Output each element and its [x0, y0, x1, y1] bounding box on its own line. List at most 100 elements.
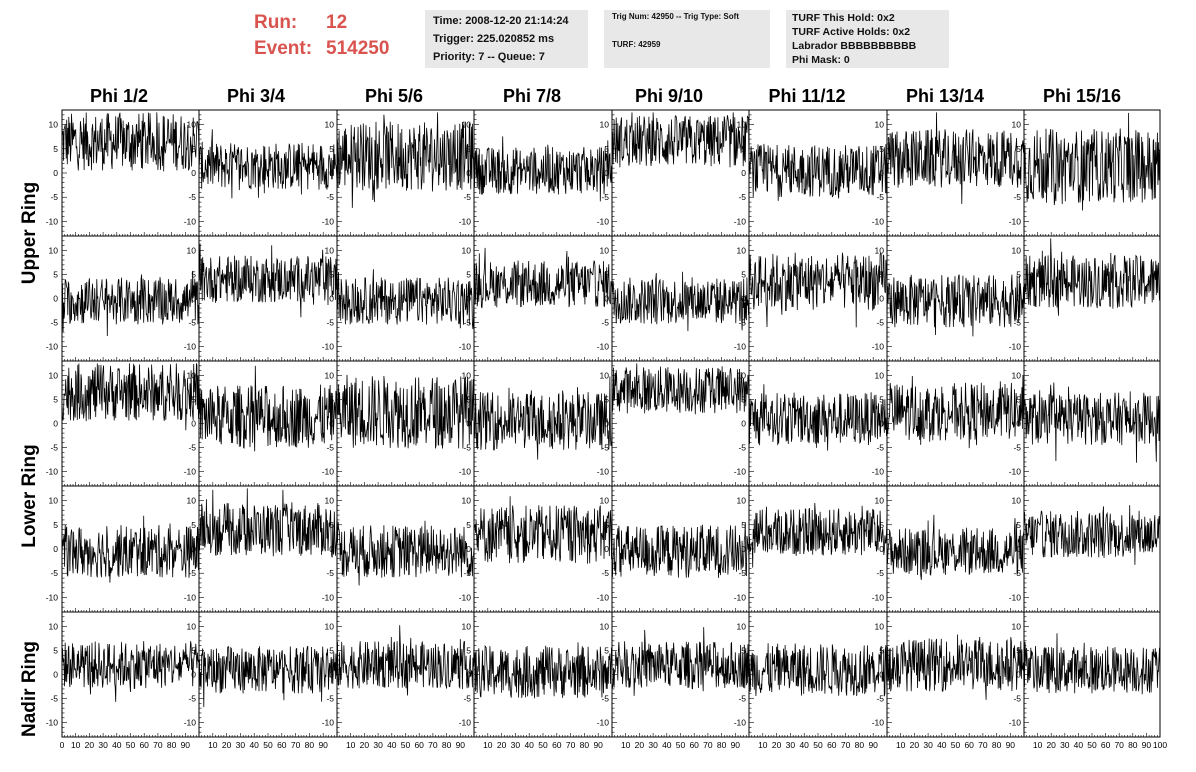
- x-tick-label: 30: [923, 740, 933, 750]
- y-tick-label: -10: [1009, 592, 1022, 602]
- panel-r4-c7: -10 -5 0 5 10: [872, 485, 1025, 613]
- panel-r3-c7: -10 -5 0 5 10: [872, 360, 1025, 487]
- y-tick-label: 10: [1012, 120, 1022, 130]
- x-tick-label: 90: [731, 740, 741, 750]
- y-tick-label: -10: [1009, 467, 1022, 477]
- y-tick-label: -10: [597, 467, 610, 477]
- y-tick-label: -10: [1009, 216, 1022, 226]
- y-tick-label: 5: [879, 269, 884, 279]
- y-tick-label: -5: [738, 192, 746, 202]
- y-tick-label: 0: [879, 670, 884, 680]
- x-tick-label: 30: [786, 740, 796, 750]
- x-tick-label: 40: [524, 740, 534, 750]
- waveform-trace: [473, 642, 613, 699]
- turf-panel: TURF This Hold: 0x2 TURF Active Holds: 0…: [786, 10, 949, 68]
- y-tick-label: 10: [737, 370, 747, 380]
- y-tick-label: -10: [459, 216, 472, 226]
- x-tick-label: 60: [827, 740, 837, 750]
- panel-r4-c2: -10 -5 0 5 10: [184, 485, 338, 613]
- panel-frame: [198, 235, 338, 362]
- x-tick-label: 60: [414, 740, 424, 750]
- y-tick-label: 5: [604, 394, 609, 404]
- y-tick-label: -5: [50, 318, 58, 328]
- y-tick-label: 5: [466, 645, 471, 655]
- y-tick-label: 0: [191, 294, 196, 304]
- x-tick-label: 40: [799, 740, 809, 750]
- y-tick-label: 5: [879, 394, 884, 404]
- x-tick-label: 100: [1153, 740, 1167, 750]
- y-tick-label: -5: [50, 192, 58, 202]
- x-tick-label: 40: [937, 740, 947, 750]
- trig-text: Trig Num: 42950 -- Trig Type: Soft: [612, 12, 739, 21]
- col-header-phi-7-8: Phi 7/8: [502, 86, 562, 106]
- x-tick-label: 80: [855, 740, 865, 750]
- y-tick-label: -10: [184, 467, 197, 477]
- y-tick-label: 10: [325, 621, 335, 631]
- y-tick-label: -10: [872, 216, 885, 226]
- y-tick-label: -5: [326, 192, 334, 202]
- x-tick-label: 40: [112, 740, 122, 750]
- y-tick-label: 0: [741, 544, 746, 554]
- y-tick-label: -5: [738, 443, 746, 453]
- y-tick-label: -5: [326, 443, 334, 453]
- x-tick-label: 90: [1006, 740, 1016, 750]
- panel-r2-c4: -10 -5 0 5 10: [459, 235, 613, 362]
- y-tick-label: 0: [741, 294, 746, 304]
- y-tick-label: -5: [738, 568, 746, 578]
- x-tick-label: 70: [291, 740, 301, 750]
- y-tick-label: -10: [1009, 342, 1022, 352]
- y-tick-label: 0: [879, 419, 884, 429]
- panel-r3-c4: -10 -5 0 5 10: [459, 360, 613, 487]
- y-tick-label: 10: [737, 496, 747, 506]
- y-tick-label: 0: [604, 670, 609, 680]
- waveform-trace: [611, 363, 750, 415]
- panel-frame: [198, 485, 338, 613]
- y-tick-label: 5: [53, 520, 58, 530]
- y-tick-label: 0: [466, 294, 471, 304]
- y-tick-label: -5: [876, 694, 884, 704]
- y-tick-label: -10: [46, 467, 59, 477]
- y-tick-label: -10: [734, 342, 747, 352]
- x-tick-label: 20: [910, 740, 920, 750]
- y-tick-label: 10: [325, 370, 335, 380]
- x-tick-label: 60: [552, 740, 562, 750]
- x-tick-label: 50: [401, 740, 411, 750]
- y-tick-label: -10: [322, 718, 335, 728]
- y-tick-label: -10: [46, 592, 59, 602]
- waveform-trace: [1023, 112, 1161, 211]
- panel-r5-c2: -10 -5 0 5 10: [184, 611, 338, 738]
- col-header-phi-13-14: Phi 13/14: [905, 86, 985, 106]
- col-header-phi-5-6: Phi 5/6: [364, 86, 424, 106]
- x-tick-label: 10: [71, 740, 81, 750]
- y-tick-label: 10: [187, 621, 197, 631]
- waveform-trace: [473, 136, 613, 202]
- x-tick-label: 20: [360, 740, 370, 750]
- y-tick-label: 0: [879, 294, 884, 304]
- y-tick-label: -10: [46, 718, 59, 728]
- waveform-trace: [198, 645, 338, 708]
- y-tick-label: 5: [741, 520, 746, 530]
- x-tick-label: 90: [1142, 740, 1152, 750]
- col-header-phi-11-12: Phi 11/12: [768, 86, 846, 106]
- waveform-trace: [61, 363, 200, 431]
- y-tick-label: -5: [601, 318, 609, 328]
- x-tick-label: 50: [263, 740, 273, 750]
- panel-r2-c8: -10 -5 0 5 10: [1009, 235, 1161, 362]
- panel-r3-c5: -10 -5 0 5 10: [597, 360, 750, 487]
- x-tick-label: 70: [153, 740, 163, 750]
- panel-frame: [61, 109, 200, 237]
- y-tick-label: -10: [872, 342, 885, 352]
- panel-frame: [886, 109, 1025, 237]
- x-tick-label: 30: [511, 740, 521, 750]
- y-tick-label: -10: [184, 592, 197, 602]
- y-tick-label: 5: [53, 645, 58, 655]
- waveform-trace: [198, 488, 338, 558]
- y-tick-label: -5: [1013, 443, 1021, 453]
- waveform-trace: [336, 112, 475, 208]
- panel-r1-c2: -10 -5 0 5 10: [184, 109, 338, 237]
- y-tick-label: -5: [50, 443, 58, 453]
- x-tick-label: 80: [305, 740, 315, 750]
- waveform-trace: [473, 247, 613, 309]
- x-tick-label: 90: [593, 740, 603, 750]
